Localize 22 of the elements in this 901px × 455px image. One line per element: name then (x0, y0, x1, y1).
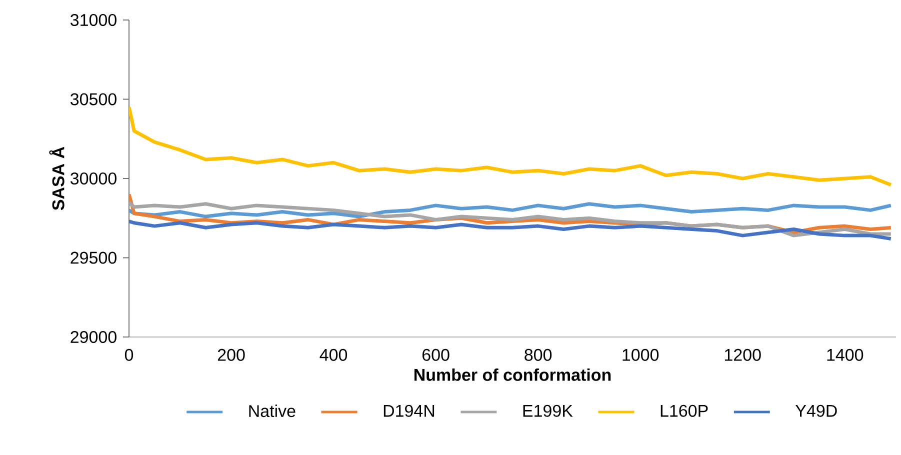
x-tick-label: 1200 (725, 348, 761, 361)
x-tick-label: 1000 (622, 348, 659, 361)
legend-label: Native (249, 404, 296, 418)
line-series (129, 202, 893, 218)
legend-label: E199K (523, 404, 573, 417)
x-tick-label: 200 (218, 348, 245, 361)
y-tick-label: 29500 (70, 252, 116, 264)
line-series (129, 105, 893, 187)
x-tick-label: 0 (124, 348, 134, 361)
x-tick-label: 800 (524, 348, 552, 361)
x-tick-label: 1400 (827, 348, 864, 361)
legend-label: L160P (660, 404, 708, 417)
y-axis-title: SASA Å (49, 146, 64, 210)
y-tick-label: 30500 (70, 93, 116, 106)
legend-label: Y49D (796, 404, 837, 417)
y-tick-label: 29000 (70, 330, 116, 344)
x-tick-label: 600 (422, 348, 450, 361)
y-tick-label: 30000 (70, 172, 116, 185)
x-tick-label: 400 (320, 348, 348, 361)
x-axis-title: Number of conformation (414, 368, 611, 381)
y-tick-label: 31000 (70, 14, 116, 26)
legend-label: D194N (384, 404, 434, 417)
